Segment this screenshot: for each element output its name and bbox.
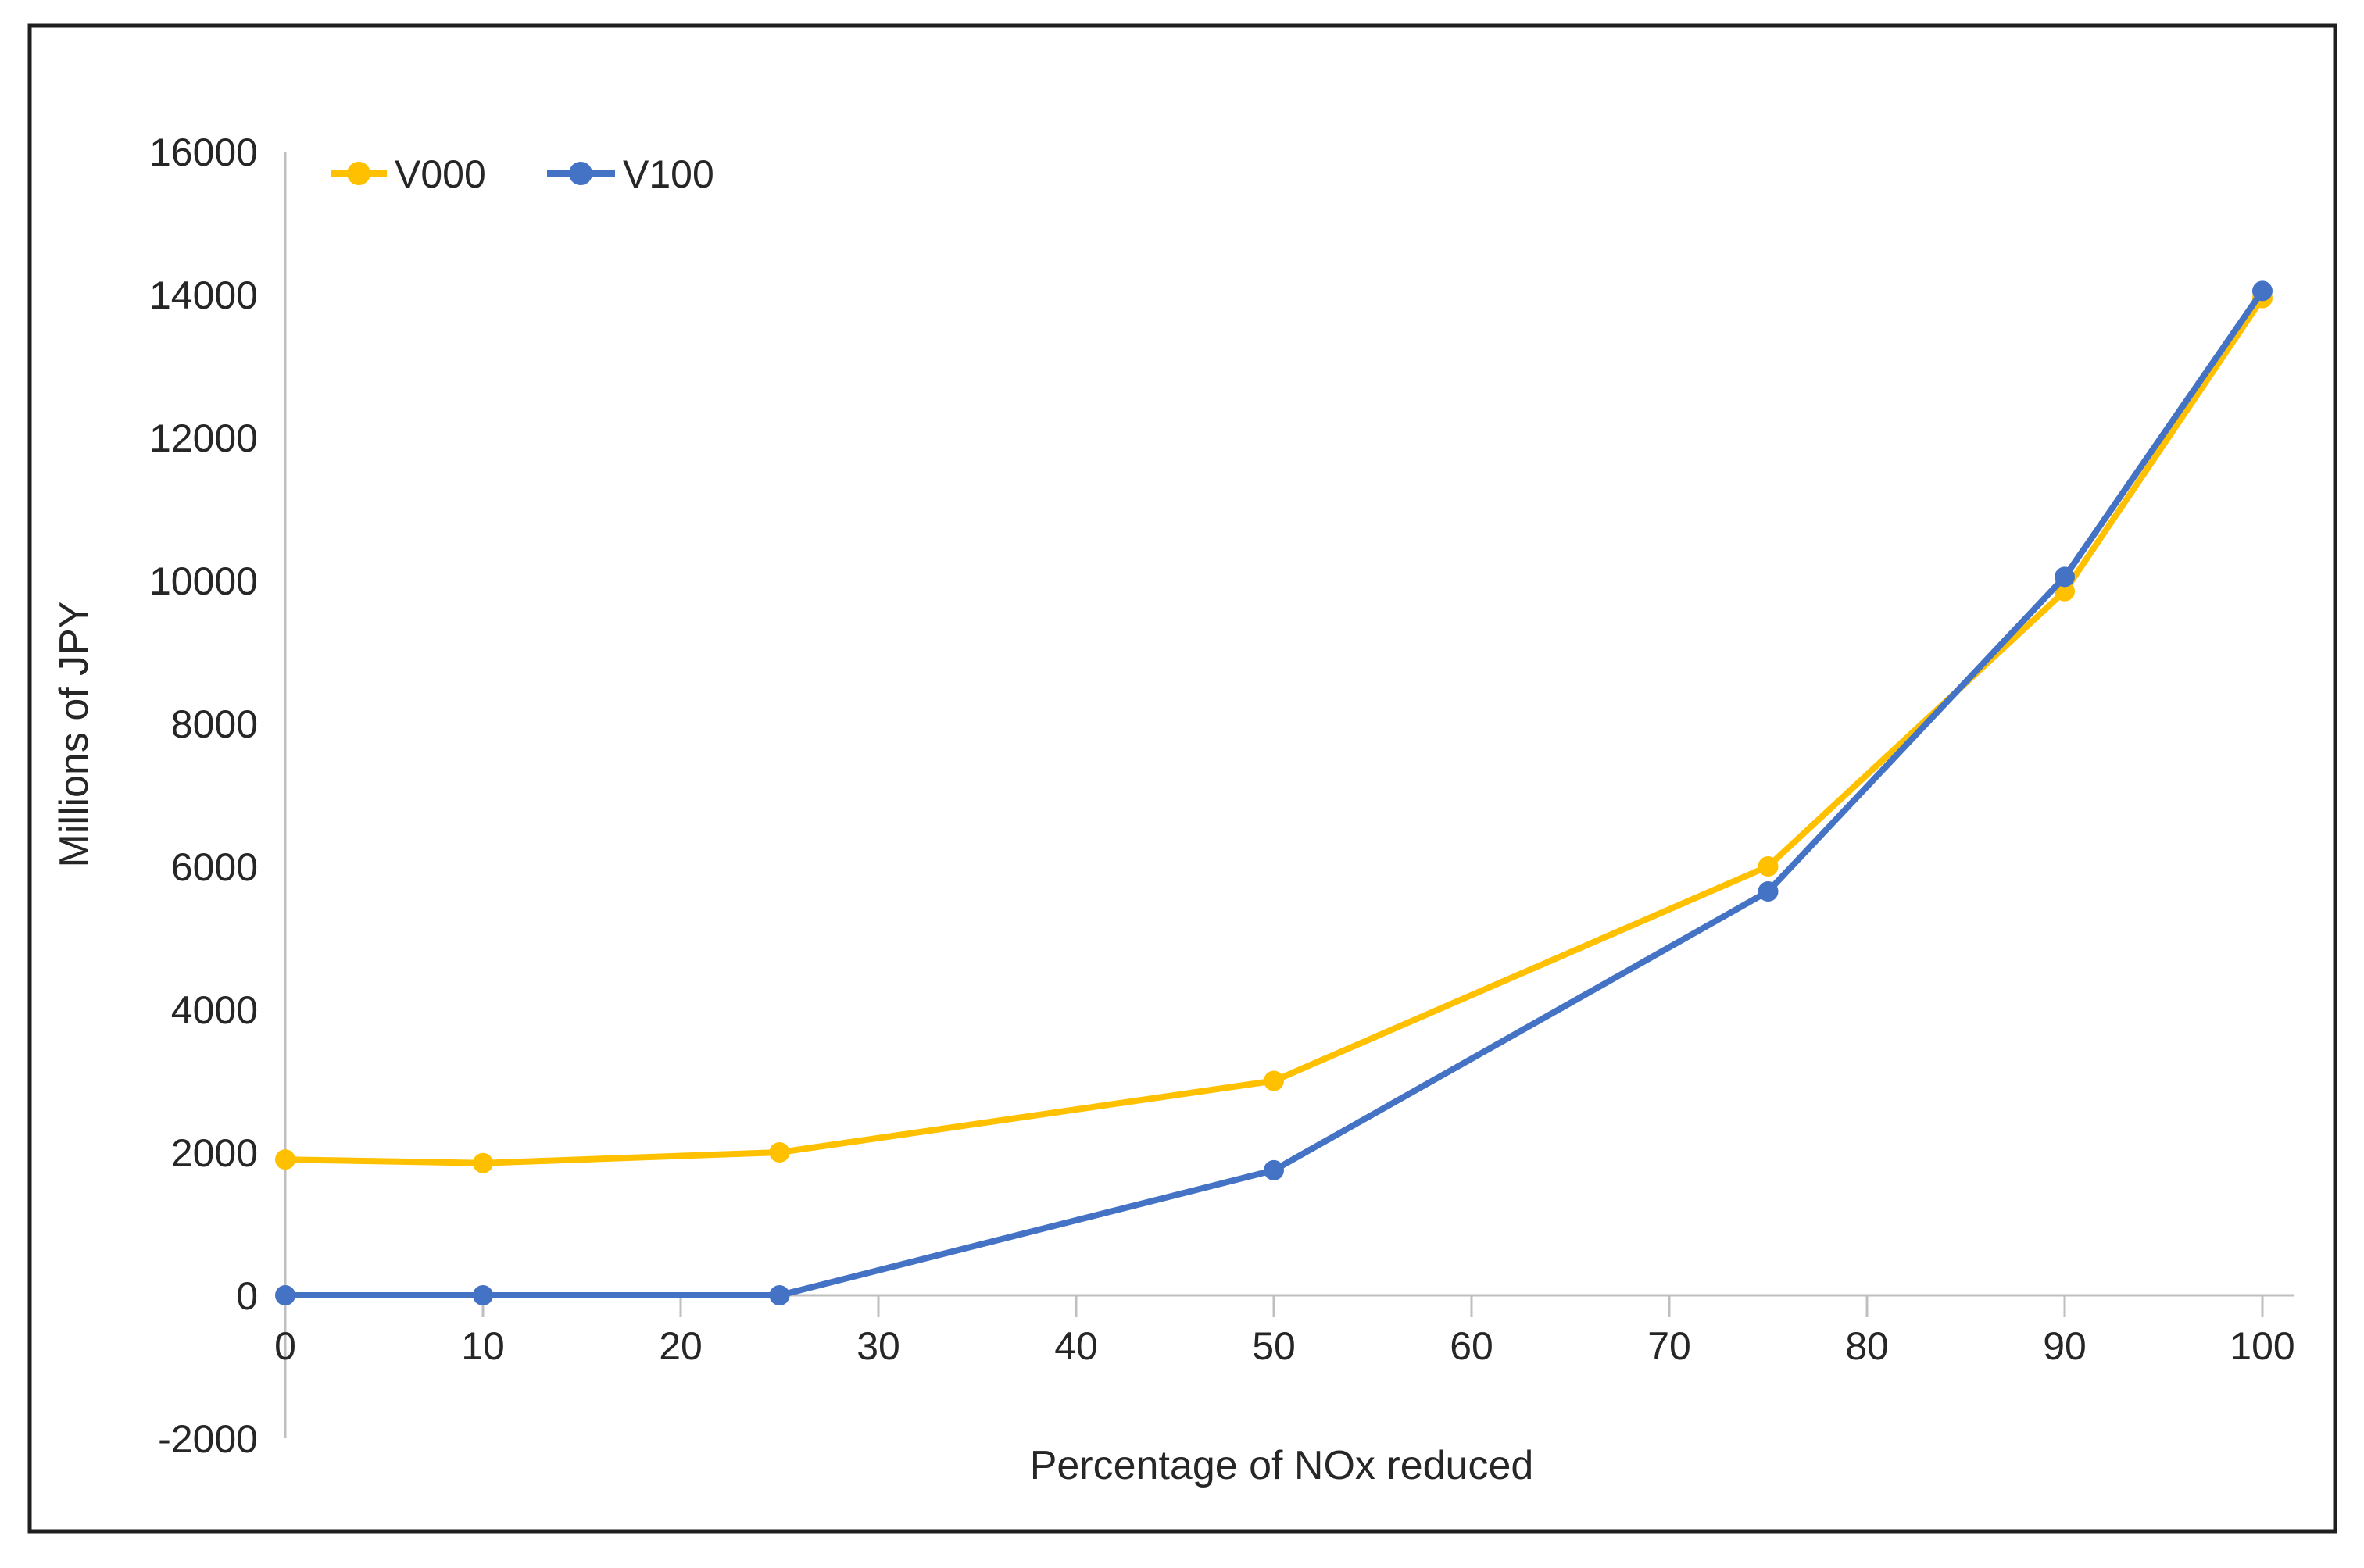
figure-border: [27, 23, 2337, 1534]
x-tick-label: 80: [1845, 1324, 1889, 1368]
x-tick-label: 30: [857, 1324, 900, 1368]
legend-item-v000: V000: [331, 152, 486, 196]
x-tick-label: 10: [461, 1324, 505, 1368]
series-layer: [275, 280, 2273, 1305]
x-tick-label: 0: [274, 1324, 296, 1368]
series-v100-point: [2055, 566, 2075, 588]
x-tick-label: 20: [659, 1324, 703, 1368]
legend: V000 V100: [331, 152, 714, 196]
y-tick-label: 4000: [171, 988, 258, 1032]
series-v100-point: [1264, 1159, 1284, 1180]
legend-marker-dot: [347, 162, 370, 185]
series-v100-point: [1758, 881, 1779, 902]
series-v100-point: [2252, 280, 2273, 302]
series-v100-point: [473, 1285, 493, 1305]
x-tick-label: 50: [1252, 1324, 1296, 1368]
axes-layer: 0 10 20 30 40 50 60 70 80 90 100 -2000 0 2000 4000 6000…: [149, 130, 2295, 1461]
x-tick-label: 60: [1450, 1324, 1493, 1368]
y-tick-label: 6000: [171, 845, 258, 889]
series-v000-point: [1758, 856, 1779, 877]
x-tick-label: 40: [1054, 1324, 1098, 1368]
legend-item-v100: V100: [547, 152, 714, 196]
y-tick-label: 14000: [149, 273, 258, 317]
series-v000-point: [473, 1152, 493, 1173]
series-v100-point: [769, 1285, 790, 1305]
y-tick-label: 2000: [171, 1131, 258, 1175]
x-tick-label: 100: [2230, 1324, 2294, 1368]
legend-marker-dot: [569, 162, 592, 185]
x-tick-label: 70: [1647, 1324, 1691, 1368]
y-tick-label: 12000: [149, 416, 258, 460]
legend-label: V100: [623, 152, 714, 196]
y-tick-label: 8000: [171, 702, 258, 746]
y-axis-title: Millions of JPY: [52, 602, 97, 868]
y-tick-label: 10000: [149, 559, 258, 603]
series-v000-point: [275, 1149, 295, 1170]
series-v000-point: [769, 1142, 790, 1163]
y-tick-label: 0: [236, 1274, 258, 1318]
series-v000-point: [1264, 1070, 1284, 1091]
series-v100: [275, 280, 2273, 1305]
y-tick-label: 16000: [149, 130, 258, 174]
x-tick-label: 90: [2043, 1324, 2087, 1368]
legend-label: V000: [395, 152, 486, 196]
x-axis-title: Percentage of NOx reduced: [1030, 1443, 1534, 1488]
series-v100-point: [275, 1285, 295, 1305]
y-tick-label: -2000: [158, 1417, 258, 1461]
